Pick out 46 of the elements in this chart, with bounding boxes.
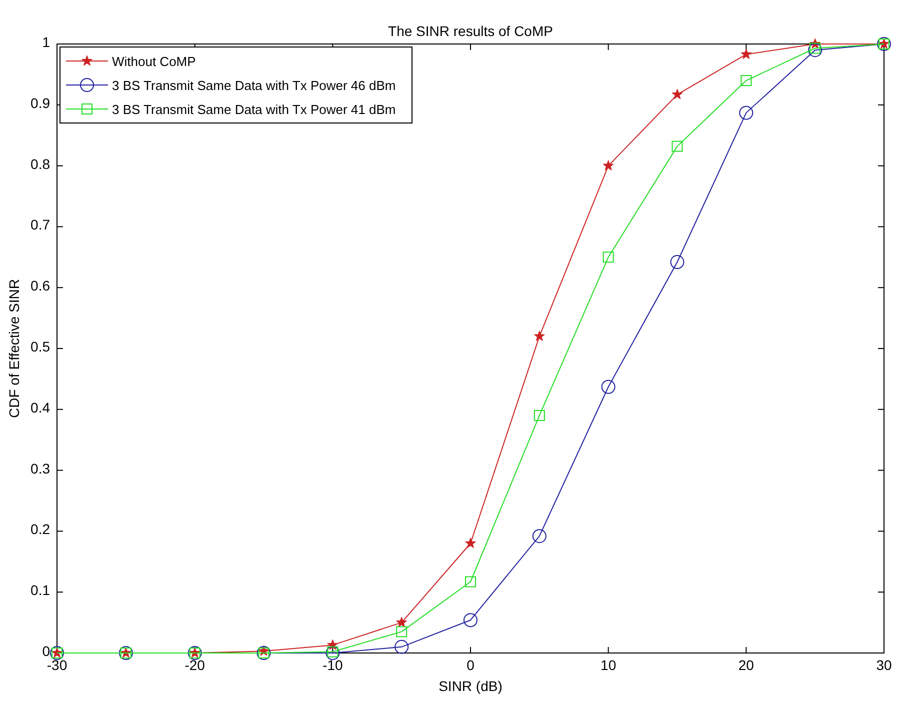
point	[534, 330, 545, 342]
point	[740, 48, 752, 60]
point	[740, 75, 752, 86]
point	[532, 529, 546, 544]
y-tick-label: 0.3	[30, 460, 50, 476]
x-tick-label: -30	[46, 657, 68, 673]
point	[534, 410, 545, 421]
point	[602, 160, 614, 170]
y-tick-label: 1	[42, 34, 50, 50]
point	[465, 538, 476, 548]
point	[601, 380, 616, 394]
x-tick-label: 0	[466, 657, 475, 673]
y-tick-label: 0	[42, 643, 50, 659]
y-tick-label: 0.1	[30, 582, 50, 598]
legend-label: 3 BS Transmit Same Data with Tx Power 46 dBm	[112, 78, 396, 93]
point	[739, 106, 754, 120]
point	[808, 43, 822, 58]
point	[670, 255, 684, 270]
point	[810, 42, 821, 54]
x-tick-label: 10	[600, 657, 616, 673]
point	[394, 640, 409, 654]
point	[327, 646, 338, 658]
chart-title: The SINR results of CoMP	[388, 23, 553, 39]
x-tick-label: 20	[738, 657, 754, 673]
x-tick-label: -10	[322, 657, 343, 673]
point	[672, 140, 683, 152]
y-tick-label: 0.7	[30, 216, 50, 233]
x-axis-title: SINR (dB)	[438, 678, 502, 694]
legend-label: 3 BS Transmit Same Data with Tx Power 41 dBm	[112, 102, 396, 117]
x-tick-label: 30	[876, 657, 892, 673]
point	[396, 616, 408, 628]
y-tick-label: 0.5	[30, 338, 50, 354]
y-tick-label: 0.8	[30, 156, 50, 172]
legend-label: Without CoMP	[112, 54, 196, 69]
y-tick-label: 0.9	[30, 94, 50, 111]
point	[464, 613, 478, 628]
y-tick-label: 0.6	[30, 278, 50, 294]
point	[396, 626, 408, 638]
point	[465, 576, 476, 588]
point	[672, 88, 683, 100]
point	[326, 646, 340, 660]
y-tick-label: 0.2	[30, 521, 50, 538]
x-tick-label: -20	[184, 657, 206, 673]
point	[602, 252, 614, 263]
y-axis-title: CDF of Effective SINR	[6, 278, 22, 418]
y-tick-label: 0.4	[30, 399, 50, 416]
